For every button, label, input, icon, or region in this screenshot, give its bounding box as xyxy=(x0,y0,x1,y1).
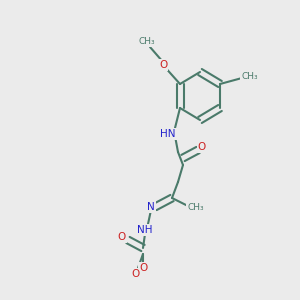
Text: O: O xyxy=(139,263,147,273)
Text: N: N xyxy=(147,202,155,212)
Text: O: O xyxy=(131,269,139,279)
Text: O: O xyxy=(118,232,126,242)
Text: HN: HN xyxy=(160,129,176,139)
Text: CH₃: CH₃ xyxy=(242,71,258,80)
Text: NH: NH xyxy=(137,225,153,235)
Text: O: O xyxy=(198,142,206,152)
Text: CH₃: CH₃ xyxy=(139,37,155,46)
Text: CH₃: CH₃ xyxy=(188,203,204,212)
Text: O: O xyxy=(159,60,167,70)
